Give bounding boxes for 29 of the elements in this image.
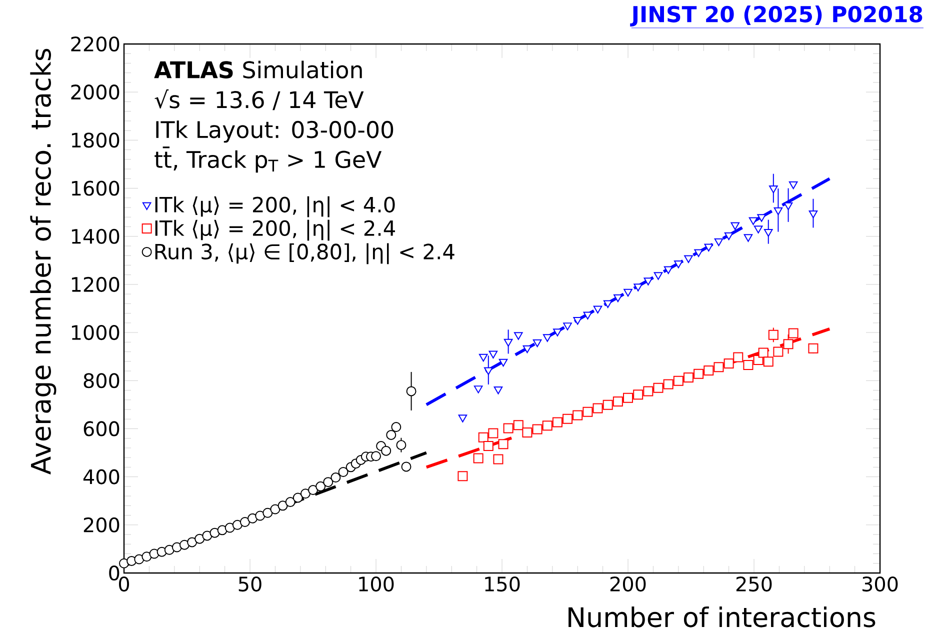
y-tick-label: 0 <box>109 565 120 581</box>
y-tick-label: 1600 <box>72 180 120 196</box>
y-tick-label: 1400 <box>72 228 120 244</box>
x-tick-label: 0 <box>118 576 130 592</box>
legend-label: ITk ⟨μ⟩ = 200, |η| < 4.0 <box>155 196 395 218</box>
y-tick-label: 600 <box>84 421 120 436</box>
x-tick-label: 150 <box>485 576 520 592</box>
y-tick-label: 400 <box>83 469 120 484</box>
y-tick-label: 1000 <box>72 325 120 340</box>
legend-label: Run 3, ⟨μ⟩ ∈ [0,80], |η| < 2.4 <box>155 243 454 264</box>
annotation: ITk Layout: 03-00-00 <box>156 120 394 143</box>
y-tick-label: 2200 <box>71 36 120 52</box>
annotation: tt̄, Track p$_{T}$ > 1 GeV <box>154 146 382 173</box>
x-tick-label: 250 <box>736 576 772 592</box>
y-tick-label: 200 <box>84 517 120 532</box>
y-tick-label: 1200 <box>72 276 120 292</box>
annotation: ATLAS Simulation <box>154 60 362 78</box>
y-axis-title: Average number of reco. tracks <box>30 48 56 475</box>
y-tick-label: 1800 <box>72 132 120 148</box>
y-tick-label: 800 <box>84 373 120 388</box>
x-tick-label: 100 <box>359 576 394 592</box>
x-tick-label: 300 <box>862 576 898 592</box>
x-tick-label: 200 <box>610 576 646 592</box>
x-tick-label: 50 <box>238 576 262 592</box>
legend-label: ITk ⟨μ⟩ = 200, |η| < 2.4 <box>155 220 395 241</box>
annotation: √s = 13.6 / 14 TeV <box>154 89 364 110</box>
text: JINST 20 (2025) P02018 <box>630 6 922 27</box>
x-axis-title: Number of interactions <box>568 606 876 628</box>
y-tick-label: 2000 <box>71 84 120 100</box>
